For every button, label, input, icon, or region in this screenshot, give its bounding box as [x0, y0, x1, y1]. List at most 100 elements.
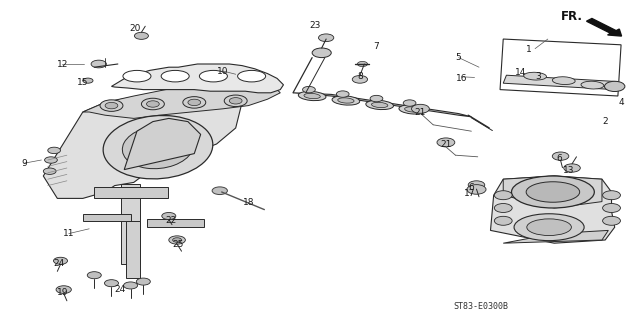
Circle shape	[91, 60, 106, 68]
Polygon shape	[503, 75, 618, 90]
Text: 8: 8	[357, 72, 363, 81]
Text: 25: 25	[173, 240, 184, 249]
Polygon shape	[490, 176, 615, 243]
Polygon shape	[111, 64, 283, 93]
Circle shape	[494, 191, 512, 200]
Text: 15: 15	[77, 78, 89, 87]
Circle shape	[83, 78, 93, 83]
Ellipse shape	[122, 126, 194, 169]
Circle shape	[48, 147, 61, 154]
Text: 6: 6	[468, 183, 475, 192]
Circle shape	[437, 138, 455, 147]
Circle shape	[147, 101, 159, 107]
Text: 5: 5	[455, 53, 462, 62]
Polygon shape	[83, 83, 280, 118]
Ellipse shape	[199, 70, 227, 82]
FancyArrow shape	[587, 19, 622, 36]
Polygon shape	[503, 230, 608, 243]
Bar	[126, 221, 140, 278]
Circle shape	[173, 238, 182, 242]
Circle shape	[467, 185, 486, 194]
Text: 18: 18	[243, 198, 254, 207]
Ellipse shape	[552, 77, 575, 84]
Circle shape	[56, 286, 71, 293]
Text: 17: 17	[464, 189, 476, 198]
Text: 21: 21	[415, 108, 426, 117]
Text: FR.: FR.	[561, 10, 583, 22]
Bar	[94, 187, 168, 198]
Circle shape	[43, 168, 56, 174]
Text: 16: 16	[456, 74, 468, 83]
Circle shape	[105, 102, 118, 109]
Circle shape	[124, 282, 138, 289]
Ellipse shape	[581, 81, 604, 89]
Circle shape	[87, 272, 101, 279]
Circle shape	[141, 98, 164, 110]
Circle shape	[494, 216, 512, 225]
Text: 23: 23	[310, 21, 321, 30]
Ellipse shape	[371, 102, 388, 108]
Text: 1: 1	[526, 45, 532, 54]
Circle shape	[136, 278, 150, 285]
Polygon shape	[293, 93, 471, 117]
Circle shape	[603, 216, 620, 225]
Text: 4: 4	[619, 98, 624, 107]
Circle shape	[303, 86, 315, 93]
Text: ST83-E0300B: ST83-E0300B	[454, 302, 508, 311]
Ellipse shape	[512, 176, 594, 208]
Circle shape	[318, 34, 334, 42]
Circle shape	[100, 100, 123, 111]
Circle shape	[134, 32, 148, 39]
Text: 10: 10	[217, 67, 229, 76]
Text: 24: 24	[114, 285, 125, 294]
Circle shape	[169, 236, 185, 244]
Ellipse shape	[514, 214, 584, 241]
Text: 12: 12	[57, 60, 68, 68]
Circle shape	[357, 61, 368, 67]
Circle shape	[352, 76, 368, 83]
Text: 6: 6	[556, 154, 562, 163]
Ellipse shape	[526, 182, 580, 202]
Circle shape	[468, 181, 485, 189]
Circle shape	[370, 95, 383, 102]
Ellipse shape	[123, 70, 151, 82]
Circle shape	[183, 97, 206, 108]
Text: 22: 22	[165, 216, 176, 225]
Circle shape	[229, 98, 242, 104]
Circle shape	[212, 187, 227, 195]
Circle shape	[412, 104, 429, 113]
Ellipse shape	[238, 70, 266, 82]
Ellipse shape	[103, 116, 213, 179]
Text: 13: 13	[562, 166, 574, 175]
Circle shape	[224, 95, 247, 107]
Circle shape	[603, 191, 620, 200]
Circle shape	[605, 81, 625, 92]
Bar	[147, 219, 204, 227]
Text: 21: 21	[440, 140, 452, 149]
Circle shape	[552, 152, 569, 160]
Ellipse shape	[332, 96, 360, 105]
Text: 19: 19	[57, 288, 68, 297]
Polygon shape	[43, 90, 242, 198]
Text: 11: 11	[63, 229, 75, 238]
Circle shape	[45, 157, 57, 163]
Ellipse shape	[524, 72, 547, 80]
Circle shape	[188, 99, 201, 106]
Ellipse shape	[366, 100, 394, 109]
Text: 9: 9	[21, 159, 27, 168]
Text: 14: 14	[515, 68, 527, 76]
Text: 24: 24	[53, 259, 64, 268]
Circle shape	[104, 280, 118, 287]
Text: 2: 2	[603, 117, 608, 126]
Ellipse shape	[527, 219, 571, 236]
Ellipse shape	[399, 105, 427, 114]
Circle shape	[494, 204, 512, 212]
Circle shape	[54, 257, 68, 264]
Text: 20: 20	[129, 24, 141, 33]
Circle shape	[312, 48, 331, 58]
Text: 7: 7	[373, 42, 379, 51]
Bar	[83, 214, 131, 221]
Ellipse shape	[304, 93, 320, 99]
Circle shape	[403, 100, 416, 106]
Bar	[121, 184, 140, 264]
